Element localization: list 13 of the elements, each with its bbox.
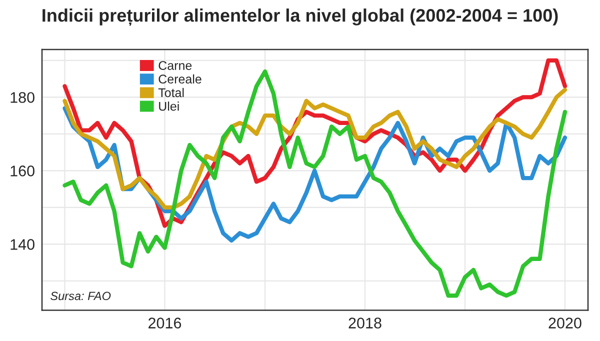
y-tick-label: 160 bbox=[10, 166, 34, 176]
x-tick-label: 2016 bbox=[148, 318, 182, 328]
y-tick-label: 140 bbox=[10, 239, 34, 250]
legend-label: Carne bbox=[158, 61, 192, 70]
x-tick-label: 2020 bbox=[548, 318, 582, 328]
legend-label: Ulei bbox=[159, 102, 179, 111]
chart-title: Indicii prețurilor alimentelor la nivel global (2002-2004 = 100) bbox=[42, 8, 558, 26]
legend-label: Total bbox=[158, 88, 184, 98]
line-series bbox=[62, 88, 568, 210]
legend-label: Cereale bbox=[158, 74, 202, 84]
annotation: Sursa: FAO bbox=[50, 292, 111, 300]
x-tick-label: 2018 bbox=[348, 318, 382, 328]
y-tick-label: 180 bbox=[10, 92, 34, 103]
